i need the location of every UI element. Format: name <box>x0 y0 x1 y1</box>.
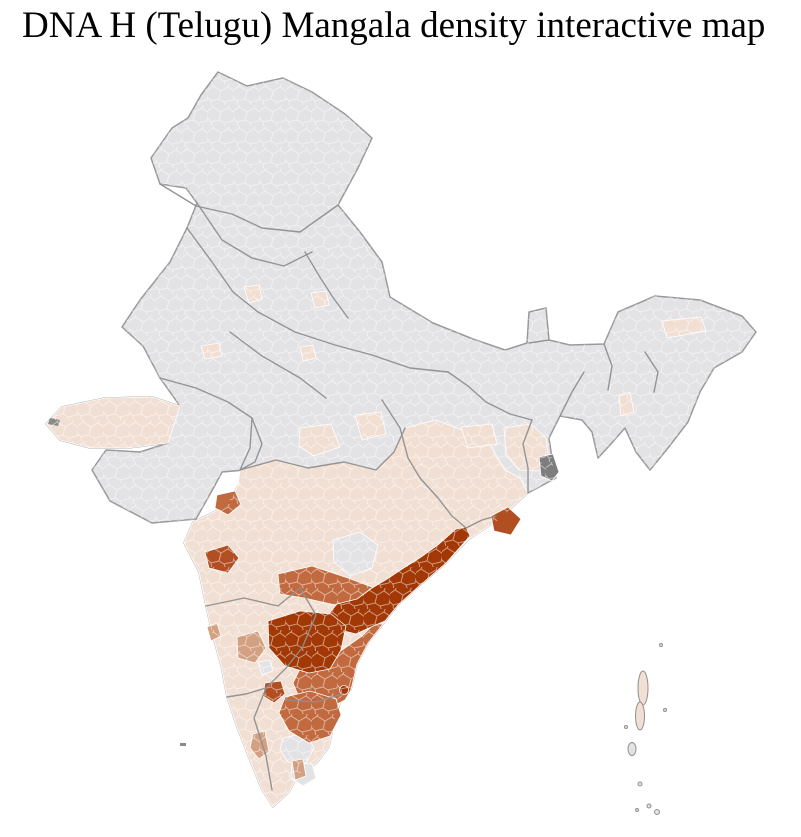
island-dot-2 <box>663 708 667 712</box>
island-nicobar-3 <box>654 809 660 815</box>
region-chennai[interactable] <box>339 685 349 695</box>
island-nicobar-2 <box>646 803 652 809</box>
andaman-nicobar-islands[interactable] <box>180 643 667 815</box>
region-andaman-south[interactable] <box>635 701 645 731</box>
region-little-andaman[interactable] <box>627 742 637 756</box>
region-mp-spot-1[interactable] <box>299 344 317 362</box>
region-rajasthan-spot-2[interactable] <box>200 342 223 360</box>
state-borders <box>159 183 659 791</box>
island-nicobar-1 <box>637 781 643 787</box>
region-ramanathapuram[interactable] <box>291 758 307 781</box>
region-jharkhand-edge-spot[interactable] <box>460 423 498 449</box>
island-lakshadweep <box>180 743 186 746</box>
island-dot-3 <box>624 725 628 729</box>
page-title: DNA H (Telugu) Mangala density interacti… <box>22 5 766 46</box>
island-nicobar-4 <box>635 808 639 812</box>
region-kutch[interactable] <box>45 396 181 449</box>
region-andaman-north[interactable] <box>637 670 649 706</box>
island-dot-1 <box>659 643 663 647</box>
